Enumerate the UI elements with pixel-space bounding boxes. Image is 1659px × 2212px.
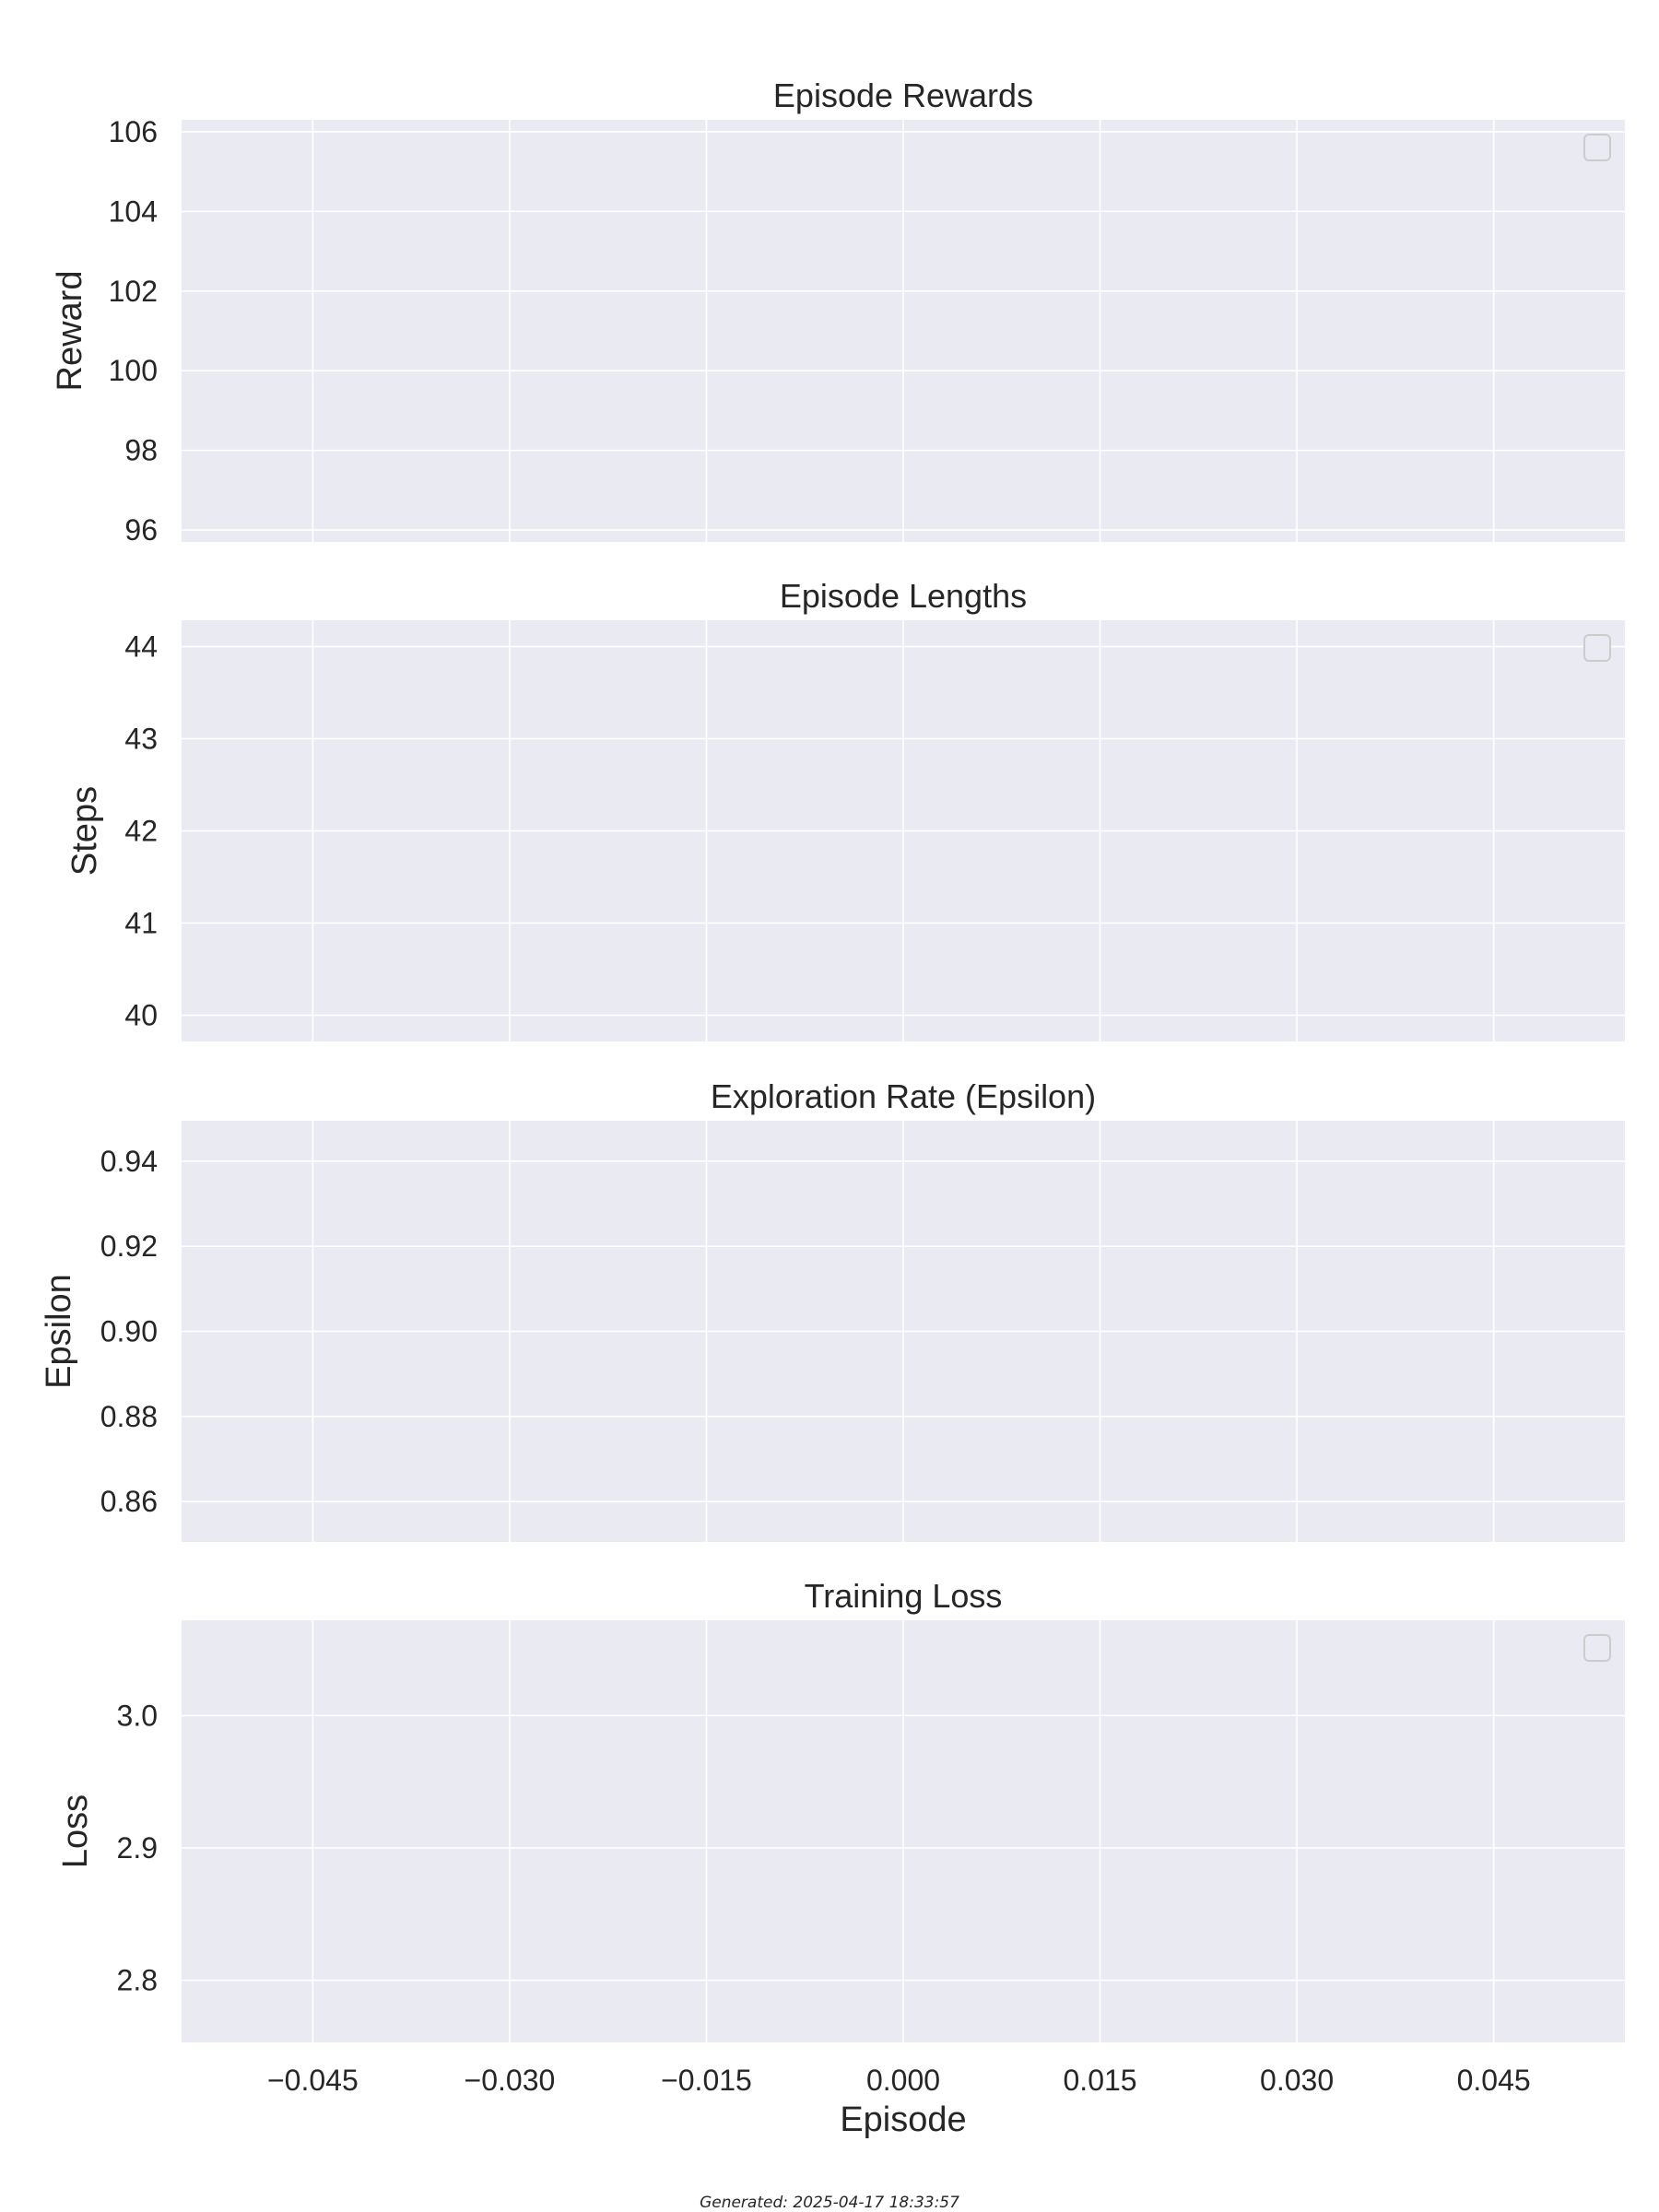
y-tick-label: 0.94 (100, 1145, 158, 1178)
x-tick-label: −0.015 (661, 2064, 752, 2097)
subplot-title: Exploration Rate (Epsilon) (711, 1077, 1096, 1115)
subplot-title: Training Loss (805, 1577, 1003, 1615)
x-axis-label: Episode (840, 2100, 966, 2139)
y-tick-label: 106 (109, 115, 158, 148)
x-tick-label: −0.045 (267, 2064, 359, 2097)
y-tick-label: 104 (109, 194, 158, 228)
y-tick-label: 40 (124, 999, 158, 1032)
x-tick-label: 0.045 (1457, 2064, 1531, 2097)
generated-timestamp: Generated: 2025-04-17 18:33:57 (700, 2194, 959, 2212)
y-tick-label: 0.86 (100, 1485, 158, 1518)
y-tick-label: 0.88 (100, 1400, 158, 1433)
y-tick-label: 2.9 (117, 1831, 158, 1865)
x-tick-label: −0.030 (465, 2064, 556, 2097)
y-tick-label: 3.0 (117, 1699, 158, 1732)
y-tick-label: 44 (124, 630, 158, 664)
x-tick-label: 0.000 (866, 2064, 940, 2097)
y-tick-label: 2.8 (117, 1964, 158, 1997)
subplot-1: 96 98 100 102 104 106 Episode Rewards Reward (51, 76, 1625, 547)
subplot-3: 0.86 0.88 0.90 0.92 0.94 Exploration Rate (Ep… (40, 1077, 1625, 1542)
subplot-title: Episode Rewards (773, 76, 1033, 114)
x-tick-label: 0.015 (1064, 2064, 1137, 2097)
y-axis-label: Steps (65, 786, 104, 876)
subplot-2: 40 41 42 43 44 Episode Lengths Steps (65, 577, 1625, 1041)
y-tick-label: 0.92 (100, 1230, 158, 1263)
y-tick-label: 100 (109, 354, 158, 387)
y-tick-label: 102 (109, 275, 158, 308)
y-tick-label: 96 (124, 513, 158, 547)
x-tick-label: 0.030 (1260, 2064, 1334, 2097)
y-tick-label: 41 (124, 907, 158, 940)
legend-box (1583, 1634, 1611, 1662)
legend-box (1583, 634, 1611, 662)
y-tick-label: 0.90 (100, 1315, 158, 1348)
y-tick-label: 42 (124, 815, 158, 848)
y-tick-label: 98 (124, 434, 158, 467)
y-axis-label: Epsilon (40, 1274, 78, 1389)
legend-box (1583, 134, 1611, 161)
subplot-title: Episode Lengths (780, 577, 1027, 615)
subplot-4: 2.8 2.9 3.0 Training Loss Loss −0.045 −0.030 −0… (56, 1577, 1625, 2139)
y-tick-label: 43 (124, 723, 158, 756)
y-axis-label: Loss (56, 1794, 95, 1868)
y-axis-label: Reward (51, 271, 89, 392)
